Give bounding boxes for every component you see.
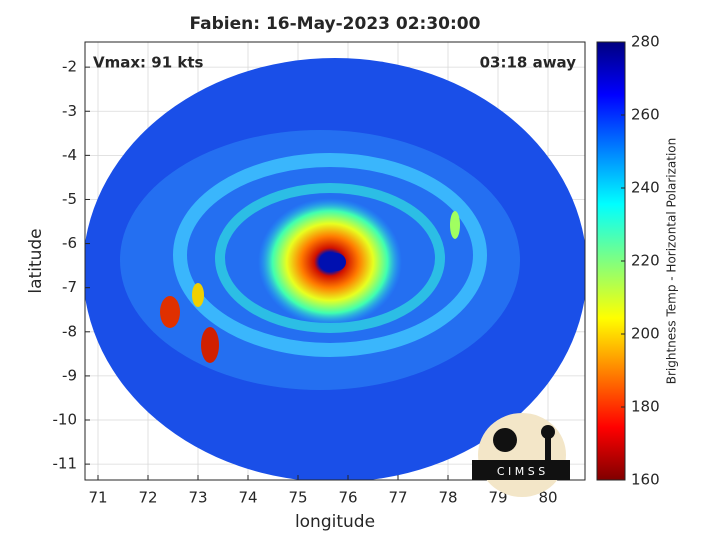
convection [450,211,460,239]
colorbar-label: Brightness Temp - Horizontal Polarizatio… [665,138,679,385]
eye [326,253,346,271]
x-tick-label: 80 [538,489,557,507]
x-axis-label: longitude [295,512,375,532]
colorbar-tick-label: 240 [631,179,660,197]
y-tick-label: -10 [53,411,78,429]
colorbar-tick-label: 280 [631,33,660,51]
logo: C I M S S [472,413,570,497]
x-tick-label: 78 [438,489,457,507]
x-tick-label: 71 [88,489,107,507]
colorbar-tick-label: 260 [631,106,660,124]
x-tick-label: 73 [188,489,207,507]
annotation: Vmax: 91 kts [93,54,203,72]
y-tick-label: -3 [62,102,77,120]
y-tick-label: -8 [62,322,77,340]
x-tick-label: 77 [388,489,407,507]
colorbar-tick-label: 180 [631,398,660,416]
rainband [215,183,445,333]
y-tick-label: -4 [62,146,77,164]
x-tick-label: 75 [288,489,307,507]
colorbar [596,41,626,481]
convection [201,327,219,363]
y-tick-label: -2 [62,58,77,76]
plot-frame [84,41,586,481]
x-tick-label: 79 [488,489,507,507]
colorbar-tick-label: 200 [631,325,660,343]
colorbar-tick-label: 160 [631,471,660,489]
y-tick-label: -11 [53,455,78,473]
y-axis-label: latitude [26,228,46,293]
chart-title: Fabien: 16-May-2023 02:30:00 [190,14,481,34]
colorbar-tick-label: 220 [631,252,660,270]
rainband [173,153,487,357]
y-tick-label: -7 [62,278,77,296]
x-tick-label: 72 [138,489,157,507]
y-tick-label: -6 [62,234,77,252]
storm-image [85,58,585,480]
logo-text: C I M S S [497,465,545,478]
y-tick-label: -9 [62,366,77,384]
x-tick-label: 74 [238,489,257,507]
annotation: 03:18 away [480,54,577,72]
y-tick-label: -5 [62,190,77,208]
x-tick-label: 76 [338,489,357,507]
convection [160,296,180,328]
convection [192,283,204,307]
